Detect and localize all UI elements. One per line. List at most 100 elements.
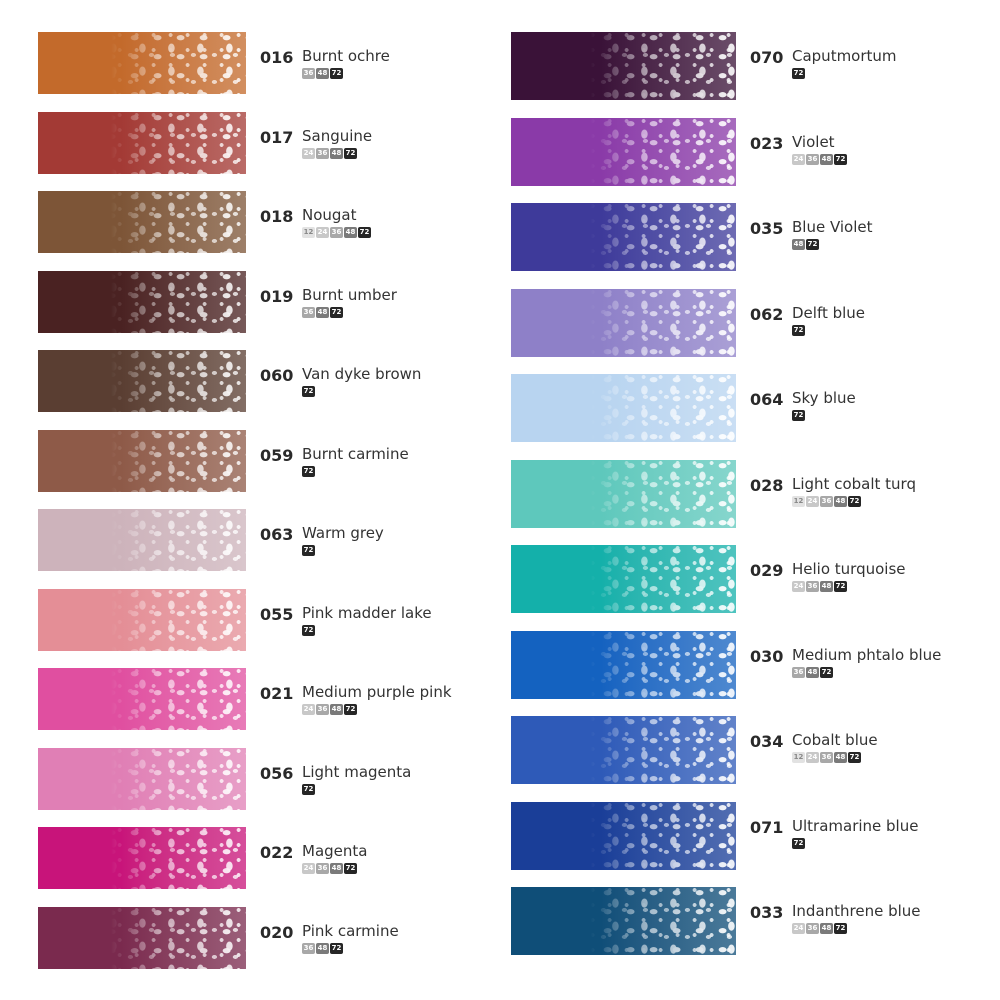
- color-swatch: [511, 716, 736, 784]
- set-size-badge: 36: [316, 863, 329, 874]
- set-size-badge: 48: [792, 239, 805, 250]
- color-name: Magenta: [302, 842, 368, 860]
- set-size-badges: 72: [302, 783, 315, 795]
- color-name: Van dyke brown: [302, 365, 422, 383]
- set-size-badge: 48: [806, 666, 819, 678]
- color-name: Medium phtalo blue: [792, 645, 942, 664]
- set-size-badge: 36: [302, 942, 315, 954]
- color-name: Warm grey: [302, 524, 384, 542]
- set-size-badge: 36: [806, 581, 819, 592]
- color-swatch: [38, 350, 246, 412]
- set-size-badge: 36: [820, 752, 833, 763]
- set-size-badges: 36 48 72: [792, 666, 833, 678]
- set-size-badges: 24 36 48 72: [302, 863, 357, 874]
- set-size-badges: 36 48 72: [302, 942, 343, 954]
- set-size-badge: 72: [820, 666, 833, 678]
- set-size-badge: 72: [344, 863, 357, 874]
- pastel-texture: [38, 32, 246, 94]
- color-name: Caputmortum: [792, 47, 897, 65]
- pastel-texture: [511, 32, 736, 100]
- color-code: 028: [750, 475, 784, 495]
- color-code: 056: [260, 763, 294, 783]
- color-swatch: [511, 32, 736, 100]
- set-size-badge: 72: [806, 239, 819, 250]
- color-swatch: [511, 459, 736, 528]
- set-size-badge: 72: [834, 923, 847, 934]
- set-size-badge: 36: [302, 68, 315, 79]
- set-size-badges: 24 36 48 72: [792, 923, 847, 934]
- color-code: 063: [260, 525, 294, 544]
- set-size-badges: 12 24 36 48 72: [792, 495, 861, 507]
- color-code: 070: [750, 48, 784, 67]
- set-size-badges: 48 72: [792, 239, 819, 250]
- color-code: 019: [260, 286, 294, 306]
- set-size-badges: 72: [792, 837, 805, 849]
- set-size-badge: 24: [792, 923, 805, 934]
- color-name: Blue Violet: [792, 218, 873, 236]
- set-size-badge: 24: [806, 752, 819, 763]
- set-size-badge: 72: [834, 581, 847, 592]
- set-size-badge: 72: [344, 147, 357, 159]
- set-size-badge: 72: [302, 545, 315, 556]
- set-size-badges: 24 36 48 72: [792, 581, 847, 592]
- set-size-badge: 48: [834, 495, 847, 507]
- pastel-texture: [511, 630, 736, 699]
- set-size-badge: 48: [820, 923, 833, 934]
- color-code: 016: [260, 48, 294, 67]
- pastel-texture: [38, 906, 246, 969]
- color-code: 035: [750, 219, 784, 238]
- set-size-badge: 12: [792, 495, 805, 507]
- set-size-badges: 72: [302, 624, 315, 636]
- set-size-badge: 72: [792, 410, 805, 421]
- color-swatch: [511, 374, 736, 442]
- color-swatch: [511, 887, 736, 955]
- set-size-badge: 36: [316, 704, 329, 715]
- color-name: Sanguine: [302, 126, 373, 145]
- set-size-badge: 36: [316, 147, 329, 159]
- set-size-badges: 24 36 48 72: [302, 704, 357, 715]
- set-size-badges: 72: [302, 465, 315, 477]
- color-swatch: [511, 288, 736, 357]
- color-name: Light cobalt turq: [792, 474, 916, 493]
- set-size-badges: 72: [302, 386, 315, 397]
- color-name: Nougat: [302, 206, 357, 224]
- pastel-texture: [38, 350, 246, 412]
- pastel-texture: [38, 270, 246, 333]
- color-name: Burnt umber: [302, 285, 397, 304]
- set-size-badge: 72: [344, 704, 357, 715]
- set-size-badge: 72: [792, 837, 805, 849]
- color-name: Delft blue: [792, 303, 866, 322]
- pastel-texture: [38, 588, 246, 651]
- set-size-badge: 48: [330, 704, 343, 715]
- set-size-badge: 72: [834, 153, 847, 165]
- set-size-badges: 72: [792, 410, 805, 421]
- pastel-texture: [38, 827, 246, 889]
- color-code: 064: [750, 390, 784, 409]
- set-size-badge: 36: [806, 923, 819, 934]
- set-size-badges: 12 24 36 48 72: [792, 752, 861, 763]
- set-size-badge: 24: [792, 153, 805, 165]
- set-size-badges: 72: [792, 68, 805, 79]
- color-swatch: [38, 827, 246, 889]
- color-name: Burnt carmine: [302, 444, 409, 463]
- set-size-badge: 48: [330, 147, 343, 159]
- set-size-badge: 36: [792, 666, 805, 678]
- pastel-texture: [511, 716, 736, 784]
- pastel-texture: [38, 429, 246, 492]
- set-size-badge: 72: [330, 942, 343, 954]
- color-code: 030: [750, 646, 784, 666]
- color-code: 059: [260, 445, 294, 465]
- pastel-texture: [511, 374, 736, 442]
- color-name: Cobalt blue: [792, 731, 878, 749]
- color-name: Helio turquoise: [792, 560, 906, 578]
- set-size-badge: 72: [848, 495, 861, 507]
- color-swatch: [38, 668, 246, 730]
- color-code: 029: [750, 561, 784, 580]
- color-code: 034: [750, 732, 784, 751]
- color-code: 018: [260, 207, 294, 226]
- color-swatch: [38, 191, 246, 253]
- set-size-badge: 24: [806, 495, 819, 507]
- set-size-badge: 48: [834, 752, 847, 763]
- set-size-badge: 72: [848, 752, 861, 763]
- set-size-badge: 24: [302, 147, 315, 159]
